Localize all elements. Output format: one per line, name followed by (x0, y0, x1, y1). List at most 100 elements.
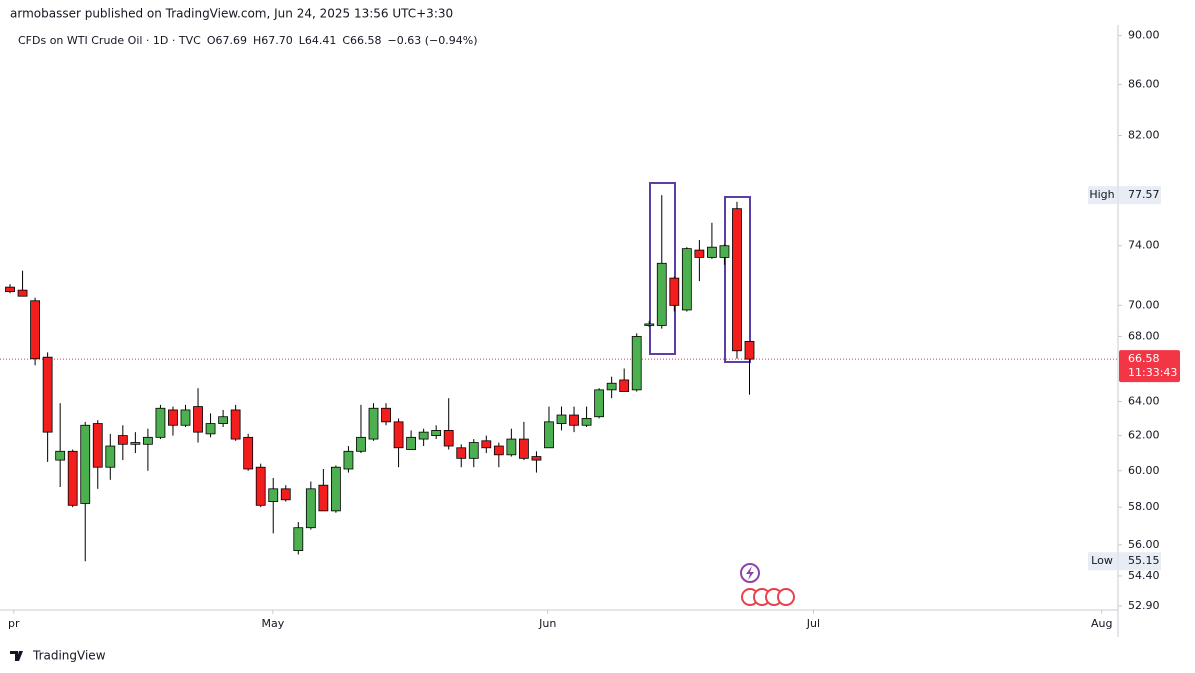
candle-body (368, 407, 379, 440)
x-tick-label: Aug (1091, 617, 1112, 630)
candle-body (343, 450, 354, 470)
candle-body (519, 438, 529, 459)
candle-body (644, 323, 655, 326)
candle-body (506, 438, 517, 456)
candle-body (42, 356, 53, 433)
x-tick-label: Jul (806, 617, 820, 630)
candle-body (168, 409, 178, 426)
candle-body (67, 450, 78, 506)
event-icons (740, 563, 795, 606)
last-price-box (1119, 350, 1180, 383)
candle-body (569, 414, 579, 426)
countdown: 11:33:43 (1128, 366, 1177, 379)
candle-body (493, 445, 504, 456)
candle-body (381, 407, 391, 423)
y-tick-label: 90.00 (1128, 29, 1160, 42)
legend-value: −0.63 (−0.94%) (388, 34, 478, 47)
candle-body (17, 289, 28, 297)
candle-body (105, 445, 116, 468)
candle-body (255, 466, 266, 506)
candle-body (393, 421, 404, 449)
candle-body (305, 488, 316, 529)
candle-body (5, 286, 15, 293)
candle-body (556, 414, 567, 424)
marker-label: Low (1091, 554, 1113, 567)
candle-body (418, 431, 429, 440)
candle-body (80, 424, 91, 504)
legend-value: O67.69 (207, 34, 247, 47)
last-price-value: 66.58 (1128, 352, 1160, 365)
y-tick-label: 86.00 (1128, 77, 1160, 90)
candle-body (268, 488, 279, 503)
candle-body (55, 450, 66, 461)
candle-body (30, 300, 40, 360)
candle-body (694, 249, 705, 258)
candle-body (631, 336, 642, 391)
y-tick-label: 82.00 (1128, 129, 1160, 142)
candle-body (669, 277, 680, 306)
candle-body (280, 488, 291, 501)
footer-brand: TradingView (32, 649, 106, 663)
x-tick-label: May (261, 617, 284, 630)
candle-body (594, 389, 605, 418)
legend-title: CFDs on WTI Crude Oil · 1D · TVC (18, 34, 201, 47)
candle-body (744, 340, 755, 360)
candle-body (732, 208, 742, 352)
y-tick-label: 52.90 (1128, 599, 1160, 612)
y-tick-label: 54.40 (1128, 569, 1160, 582)
candle-body (117, 435, 128, 445)
marker-value: 77.57 (1128, 188, 1160, 201)
x-tick-label: Jun (538, 617, 556, 630)
candle-body (468, 442, 479, 459)
candle-body (243, 436, 254, 470)
candle-body (406, 436, 417, 450)
marker-value: 55.15 (1128, 554, 1160, 567)
candle-body (531, 456, 542, 461)
candle-body (331, 466, 341, 512)
y-tick-label: 70.00 (1128, 298, 1160, 311)
y-tick-label: 56.00 (1128, 538, 1160, 551)
y-tick-label: 62.00 (1128, 429, 1160, 442)
candle-body (456, 447, 467, 459)
logo (10, 651, 23, 661)
highlight-box (649, 182, 676, 355)
publisher: armobasser published on TradingView.com,… (10, 7, 453, 21)
x-tick-label: pr (8, 617, 20, 630)
legend: CFDs on WTI Crude Oil · 1D · TVC O67.69 H6… (18, 34, 477, 47)
candle-body (606, 382, 617, 391)
highlight-box (724, 196, 751, 363)
candle-body (142, 436, 153, 445)
marker-bg (1088, 186, 1117, 205)
candle-body (230, 409, 241, 440)
y-tick-label: 58.00 (1128, 500, 1160, 513)
y-tick-label: 68.00 (1128, 329, 1160, 342)
candle-body (205, 423, 216, 435)
candle-body (130, 442, 141, 445)
candle-body (180, 409, 191, 426)
candle-body (155, 407, 166, 438)
candle-body (719, 245, 730, 258)
candle-body (318, 484, 329, 512)
candle-body (356, 436, 366, 452)
candle-body (193, 406, 203, 433)
candle-body (707, 246, 717, 258)
legend-value: H67.70 (253, 34, 293, 47)
candle-body (431, 430, 442, 436)
y-tick-label: 60.00 (1128, 464, 1160, 477)
candle-body (581, 418, 592, 426)
legend-value: C66.58 (342, 34, 381, 47)
candle-body (656, 262, 667, 326)
candle-body (681, 248, 692, 311)
legend-value: L64.41 (299, 34, 337, 47)
candle-body (443, 430, 454, 447)
candle-body (92, 423, 103, 468)
candle-body (218, 416, 228, 424)
candle-body (544, 421, 554, 449)
candle-body (293, 527, 304, 551)
marker-bg (1088, 552, 1117, 571)
candle-body (481, 440, 492, 449)
marker-label: High (1089, 188, 1114, 201)
y-tick-label: 64.00 (1128, 395, 1160, 408)
marker-value-bg (1119, 186, 1161, 205)
